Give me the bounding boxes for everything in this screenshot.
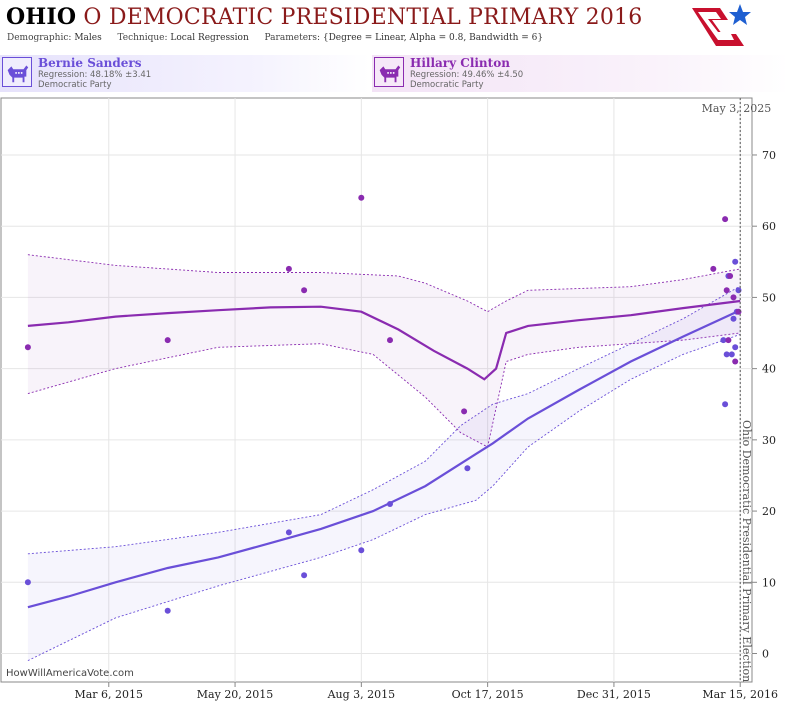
sanders-band-lower bbox=[27, 333, 741, 662]
election-label: Ohio Democratic Presidential Primary Ele… bbox=[740, 420, 753, 682]
sanders-poll-point bbox=[358, 547, 365, 554]
header: OHIO O DEMOCRATIC PRESIDENTIAL PRIMARY 2… bbox=[0, 0, 789, 52]
y-tick-label: 30 bbox=[762, 434, 776, 447]
clinton-poll-point bbox=[732, 358, 739, 365]
clinton-poll-point bbox=[727, 273, 734, 279]
candidate-name: Hillary Clinton bbox=[410, 56, 510, 70]
chart-parameters: Demographic: Males Technique: Local Regr… bbox=[7, 33, 543, 43]
sanders-poll-point bbox=[24, 579, 31, 586]
clinton-confidence-band bbox=[27, 254, 741, 447]
current-date-label: May 3, 2025 bbox=[702, 102, 772, 115]
clinton-poll-point bbox=[723, 287, 730, 294]
clinton-band-upper bbox=[27, 254, 741, 313]
clinton-poll-point bbox=[730, 294, 737, 301]
y-tick-label: 70 bbox=[762, 149, 776, 162]
y-tick-label: 0 bbox=[762, 648, 769, 661]
candidate-name: Bernie Sanders bbox=[38, 56, 142, 70]
parameters-label: Parameters: bbox=[264, 33, 320, 43]
regression-chart: Mar 6, 2015 May 20, 2015 Aug 3, 2015 Oct 17… bbox=[0, 97, 778, 701]
clinton-poll-point bbox=[461, 408, 468, 415]
site-watermark: HowWillAmericaVote.com bbox=[6, 668, 134, 679]
sanders-poll-point bbox=[464, 465, 471, 472]
clinton-poll-point bbox=[164, 337, 171, 344]
clinton-poll-point bbox=[725, 337, 732, 344]
sanders-poll-point bbox=[732, 344, 739, 351]
sanders-poll-point bbox=[728, 351, 735, 358]
demographic-value: Males bbox=[74, 33, 102, 43]
sanders-confidence-band bbox=[27, 286, 741, 661]
x-tick-label: Oct 17, 2015 bbox=[452, 688, 524, 701]
clinton-band-lower bbox=[27, 332, 741, 448]
candidate-card-clinton: Hillary Clinton Regression: 49.46% ±4.50… bbox=[372, 55, 789, 92]
candidate-party: Democratic Party bbox=[410, 80, 484, 90]
y-tick-label: 60 bbox=[762, 220, 776, 233]
x-tick-label: Aug 3, 2015 bbox=[327, 688, 396, 701]
site-logo bbox=[692, 4, 751, 46]
y-tick-label: 20 bbox=[762, 505, 776, 518]
sanders-poll-point bbox=[730, 315, 737, 322]
plot-area bbox=[0, 97, 753, 683]
sanders-poll-point bbox=[722, 401, 729, 408]
sanders-regression-line bbox=[27, 309, 741, 609]
democrat-donkey-icon bbox=[2, 57, 32, 87]
sanders-poll-point bbox=[285, 529, 292, 536]
sanders-poll-point bbox=[164, 607, 171, 614]
clinton-poll-point bbox=[24, 344, 31, 351]
page-title: OHIO O DEMOCRATIC PRESIDENTIAL PRIMARY 2… bbox=[6, 4, 642, 30]
clinton-poll-point bbox=[722, 216, 729, 223]
sanders-poll-point bbox=[301, 572, 308, 579]
x-tick-label: Mar 6, 2015 bbox=[74, 688, 143, 701]
sanders-poll-point bbox=[720, 337, 727, 344]
candidate-regression: Regression: 49.46% ±4.50 bbox=[410, 70, 524, 80]
technique-value: Local Regression bbox=[170, 33, 249, 43]
demographic-label: Demographic: bbox=[7, 33, 72, 43]
sanders-poll-point bbox=[387, 501, 393, 507]
clinton-poll-point bbox=[285, 265, 292, 272]
candidate-card-sanders: Bernie Sanders Regression: 48.18% ±3.41 … bbox=[0, 55, 370, 92]
x-tick-label: May 20, 2015 bbox=[197, 688, 274, 701]
parameters-value: {Degree = Linear, Alpha = 0.8, Bandwidth… bbox=[322, 33, 544, 43]
y-tick-label: 40 bbox=[762, 363, 776, 376]
democrat-donkey-icon bbox=[374, 57, 404, 87]
candidate-party: Democratic Party bbox=[38, 80, 112, 90]
x-tick-label: Mar 15, 2016 bbox=[702, 688, 778, 701]
candidate-regression: Regression: 48.18% ±3.41 bbox=[38, 70, 152, 80]
clinton-poll-point bbox=[387, 337, 393, 344]
technique-label: Technique: bbox=[117, 33, 168, 43]
y-tick-label: 10 bbox=[762, 576, 776, 589]
title-state: OHIO bbox=[6, 4, 77, 30]
clinton-poll-point bbox=[301, 287, 308, 294]
sanders-poll-point bbox=[723, 351, 730, 358]
clinton-poll-point bbox=[710, 265, 717, 272]
title-text: O DEMOCRATIC PRESIDENTIAL PRIMARY 2016 bbox=[83, 5, 643, 30]
y-tick-label: 50 bbox=[762, 291, 776, 304]
sanders-poll-point bbox=[732, 258, 739, 265]
clinton-regression-line bbox=[27, 299, 741, 381]
clinton-poll-point bbox=[358, 194, 365, 201]
x-tick-label: Dec 31, 2015 bbox=[577, 688, 651, 701]
